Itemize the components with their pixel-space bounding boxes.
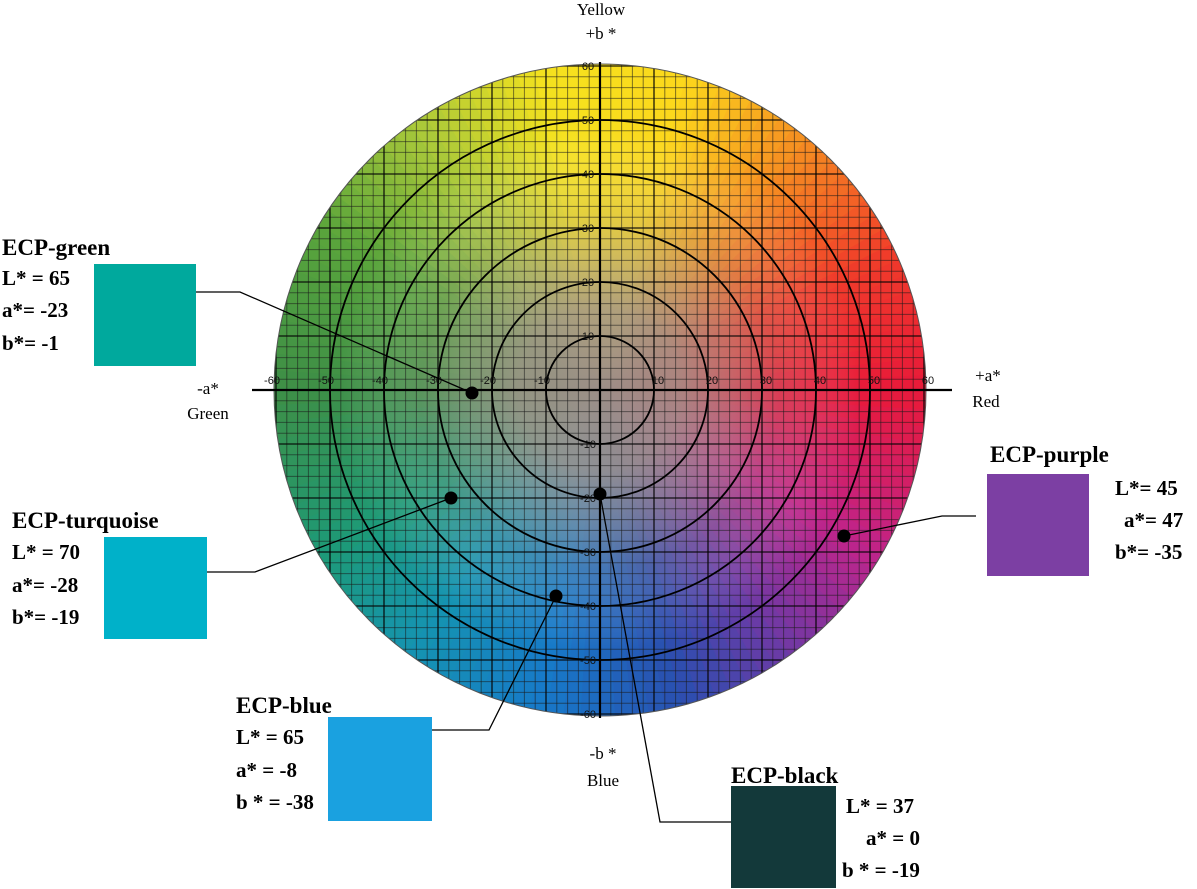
a-tick-label: 20 — [706, 375, 718, 387]
a-tick-label: -10 — [534, 375, 550, 387]
ecp-black-title: ECP-black — [731, 763, 839, 788]
ecp-green-title: ECP-green — [2, 235, 111, 260]
a-tick-label: 50 — [868, 375, 880, 387]
b-tick-label: 10 — [582, 331, 594, 343]
sample-point-blue — [549, 589, 563, 603]
ecp-purple-a: a*= 47 — [1124, 508, 1184, 532]
leader-line — [196, 291, 473, 394]
a-tick-label: 60 — [922, 375, 934, 387]
ecp-green-swatch — [94, 264, 196, 366]
ecp-purple-swatch — [987, 474, 1089, 576]
sample-points — [444, 386, 851, 603]
ecp-purple-l: L*= 45 — [1115, 476, 1178, 500]
ecp-green-a: a*= -23 — [2, 298, 69, 322]
axis-tick-labels: -60 -50 -40 -30 -20 -10 10 20 30 40 50 60 60 50 40 30 20… — [264, 61, 934, 721]
ecp-turquoise-l: L* = 70 — [12, 540, 80, 564]
axis-left-name: Green — [187, 404, 229, 423]
ecp-black-b: b * = -19 — [842, 858, 920, 882]
a-tick-label: -60 — [264, 375, 280, 387]
b-tick-label: -20 — [580, 493, 596, 505]
ecp-turquoise-b: b*= -19 — [12, 605, 80, 629]
b-tick-label: 50 — [582, 115, 594, 127]
ecp-turquoise-title: ECP-turquoise — [12, 508, 159, 533]
sample-point-purple — [837, 529, 851, 543]
b-tick-label: 40 — [582, 169, 594, 181]
a-tick-label: -40 — [372, 375, 388, 387]
b-tick-label: -50 — [580, 655, 596, 667]
axis-top-sign: +b * — [585, 24, 617, 43]
ecp-turquoise-a: a*= -28 — [12, 573, 79, 597]
ecp-blue-b: b * = -38 — [236, 790, 314, 814]
axis-left-sign: -a* — [197, 379, 219, 398]
leader-line — [432, 595, 557, 731]
b-tick-label: -10 — [580, 439, 596, 451]
b-tick-label: -40 — [580, 601, 596, 613]
leader-line — [843, 515, 976, 537]
axis-bottom-sign: -b * — [589, 744, 617, 763]
leader-line — [207, 497, 452, 573]
axis-bottom-name: Blue — [586, 771, 620, 790]
ecp-black-a: a* = 0 — [866, 826, 920, 850]
axis-right-name: Red — [972, 392, 1000, 411]
ecp-blue-l: L* = 65 — [236, 725, 304, 749]
b-tick-label: -30 — [580, 547, 596, 559]
axis-top-name: Yellow — [576, 0, 626, 19]
a-tick-label: 10 — [652, 375, 664, 387]
ecp-black-swatch — [731, 786, 836, 888]
ecp-blue-title: ECP-blue — [236, 693, 332, 718]
a-tick-label: -50 — [318, 375, 334, 387]
a-tick-label: -20 — [480, 375, 496, 387]
ecp-purple-b: b*= -35 — [1115, 540, 1183, 564]
ecp-blue-a: a* = -8 — [236, 758, 297, 782]
ecp-blue-swatch — [328, 717, 432, 821]
b-tick-label: 60 — [582, 61, 594, 73]
a-tick-label: 30 — [760, 375, 772, 387]
ecp-green-b: b*= -1 — [2, 331, 59, 355]
sample-point-black — [593, 487, 607, 501]
b-tick-label: -60 — [580, 709, 596, 721]
a-tick-label: 40 — [814, 375, 826, 387]
leader-line — [599, 493, 731, 823]
sample-point-green — [465, 386, 479, 400]
b-tick-label: 30 — [582, 223, 594, 235]
axis-right-sign: +a* — [975, 366, 1001, 385]
ecp-purple-title: ECP-purple — [990, 442, 1109, 467]
sample-point-turquoise — [444, 491, 458, 505]
ecp-black-l: L* = 37 — [846, 794, 914, 818]
ecp-green-l: L* = 65 — [2, 266, 70, 290]
b-tick-label: 20 — [582, 277, 594, 289]
ecp-turquoise-swatch — [104, 537, 207, 639]
leader-lines — [196, 291, 976, 823]
